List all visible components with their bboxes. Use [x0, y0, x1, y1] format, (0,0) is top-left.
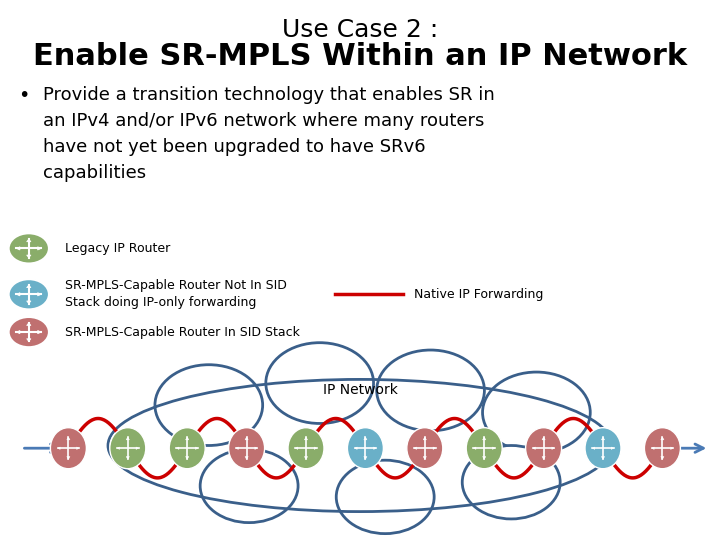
Ellipse shape: [169, 428, 205, 469]
Polygon shape: [492, 447, 495, 449]
Polygon shape: [126, 456, 130, 460]
Ellipse shape: [585, 428, 621, 469]
Text: Enable SR-MPLS Within an IP Network: Enable SR-MPLS Within an IP Network: [33, 42, 687, 71]
Polygon shape: [611, 447, 614, 449]
Polygon shape: [37, 330, 41, 334]
Polygon shape: [414, 447, 417, 449]
Polygon shape: [58, 447, 60, 449]
Polygon shape: [17, 247, 20, 250]
Polygon shape: [67, 456, 70, 460]
Ellipse shape: [108, 377, 612, 514]
Polygon shape: [27, 301, 31, 303]
Text: SR-MPLS-Capable Router In SID Stack: SR-MPLS-Capable Router In SID Stack: [65, 326, 300, 339]
Polygon shape: [482, 437, 486, 440]
Polygon shape: [126, 437, 130, 440]
Polygon shape: [136, 447, 138, 449]
Polygon shape: [255, 447, 258, 449]
Polygon shape: [305, 456, 307, 460]
Polygon shape: [76, 447, 79, 449]
Polygon shape: [67, 437, 70, 440]
Polygon shape: [355, 447, 357, 449]
Polygon shape: [245, 456, 248, 460]
Text: •: •: [18, 86, 30, 105]
Circle shape: [336, 460, 434, 534]
Ellipse shape: [50, 428, 86, 469]
Polygon shape: [533, 447, 536, 449]
Polygon shape: [601, 437, 605, 440]
Text: Use Case 2 :: Use Case 2 :: [282, 18, 438, 42]
Polygon shape: [670, 447, 673, 449]
Polygon shape: [552, 447, 554, 449]
Circle shape: [155, 364, 263, 445]
Ellipse shape: [109, 428, 145, 469]
Ellipse shape: [348, 428, 384, 469]
Polygon shape: [433, 447, 436, 449]
Polygon shape: [661, 437, 664, 440]
Polygon shape: [305, 437, 307, 440]
Polygon shape: [295, 447, 298, 449]
Polygon shape: [374, 447, 377, 449]
Polygon shape: [652, 447, 654, 449]
Polygon shape: [176, 447, 179, 449]
Polygon shape: [37, 293, 41, 296]
Ellipse shape: [467, 428, 503, 469]
Polygon shape: [117, 447, 120, 449]
Polygon shape: [186, 437, 189, 440]
Ellipse shape: [288, 428, 324, 469]
Polygon shape: [186, 456, 189, 460]
Polygon shape: [423, 456, 426, 460]
Text: Native IP Forwarding: Native IP Forwarding: [414, 288, 544, 301]
Ellipse shape: [644, 428, 680, 469]
Text: SR-MPLS-Capable Router Not In SID
Stack doing IP-only forwarding: SR-MPLS-Capable Router Not In SID Stack …: [65, 279, 287, 309]
Ellipse shape: [229, 428, 265, 469]
Polygon shape: [27, 323, 31, 326]
Circle shape: [462, 446, 560, 519]
Polygon shape: [364, 456, 367, 460]
Text: IP Network: IP Network: [323, 383, 397, 397]
Polygon shape: [482, 456, 486, 460]
Polygon shape: [27, 285, 31, 288]
Polygon shape: [314, 447, 317, 449]
Polygon shape: [27, 239, 31, 242]
Polygon shape: [593, 447, 595, 449]
Polygon shape: [27, 339, 31, 341]
Polygon shape: [474, 447, 476, 449]
Circle shape: [200, 449, 298, 523]
Polygon shape: [17, 293, 20, 296]
Polygon shape: [195, 447, 198, 449]
Text: Provide a transition technology that enables SR in
an IPv4 and/or IPv6 network w: Provide a transition technology that ena…: [43, 86, 495, 181]
Polygon shape: [542, 437, 545, 440]
Polygon shape: [37, 247, 41, 250]
Circle shape: [482, 372, 590, 453]
Circle shape: [266, 343, 374, 423]
Polygon shape: [17, 330, 20, 334]
Text: Legacy IP Router: Legacy IP Router: [65, 242, 170, 255]
Circle shape: [9, 233, 49, 264]
Polygon shape: [27, 255, 31, 258]
Polygon shape: [423, 437, 426, 440]
Ellipse shape: [526, 428, 562, 469]
Polygon shape: [542, 456, 545, 460]
Circle shape: [9, 279, 49, 309]
Polygon shape: [245, 437, 248, 440]
Circle shape: [377, 350, 485, 431]
Polygon shape: [364, 437, 367, 440]
Polygon shape: [601, 456, 605, 460]
Polygon shape: [236, 447, 238, 449]
Ellipse shape: [407, 428, 443, 469]
Circle shape: [9, 317, 49, 347]
Polygon shape: [661, 456, 664, 460]
